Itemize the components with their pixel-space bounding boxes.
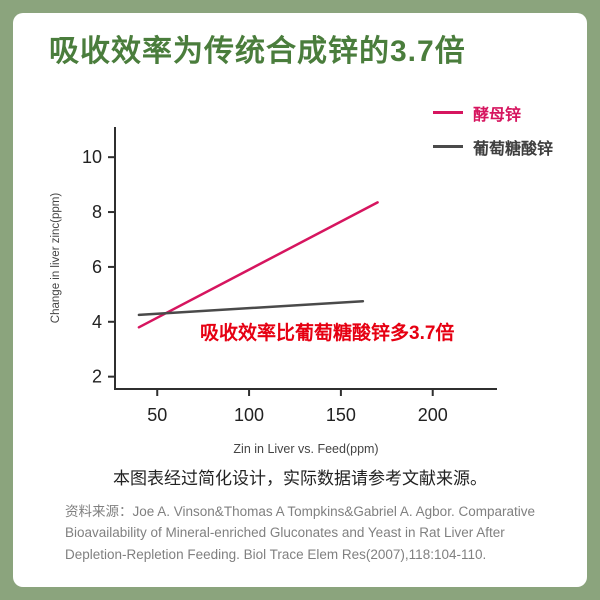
- infographic-card: 吸收效率为传统合成锌的3.7倍 酵母锌 葡萄糖酸锌 2 4 6 8 10 50 100 150…: [13, 13, 587, 587]
- source-label: 资料来源：: [65, 503, 133, 519]
- line-chart: 2 4 6 8 10 50 100 150 200 Zin in Liver vs. Feed(p…: [50, 126, 497, 456]
- svg-text:150: 150: [326, 405, 356, 425]
- source-text: Joe A. Vinson&Thomas A Tompkins&Gabriel …: [65, 503, 535, 562]
- chart-annotation: 吸收效率比葡萄糖酸锌多3.7倍: [200, 322, 455, 344]
- simplified-note: 本图表经过简化设计，实际数据请参考文献来源。: [113, 468, 487, 488]
- svg-text:50: 50: [147, 405, 167, 425]
- svg-text:2: 2: [92, 366, 102, 386]
- svg-text:10: 10: [82, 147, 102, 167]
- zinc-gluconate-line-swatch: [432, 145, 463, 148]
- svg-text:8: 8: [92, 202, 102, 222]
- svg-text:200: 200: [418, 405, 448, 425]
- source-citation: 资料来源：Joe A. Vinson&Thomas A Tompkins&Gab…: [13, 501, 587, 566]
- svg-text:100: 100: [234, 405, 264, 425]
- svg-text:4: 4: [92, 311, 102, 331]
- chart-area: 酵母锌 葡萄糖酸锌 2 4 6 8 10 50 100 150 200 Zin in Liver …: [13, 71, 587, 464]
- chart-legend: 酵母锌 葡萄糖酸锌: [432, 101, 553, 159]
- legend-label-yeast-zinc: 酵母锌: [472, 106, 521, 124]
- page-title: 吸收效率为传统合成锌的3.7倍: [49, 35, 466, 68]
- legend-item-zinc-gluconate: 葡萄糖酸锌: [432, 135, 553, 159]
- yeast-zinc-line-swatch: [432, 111, 463, 114]
- svg-text:6: 6: [92, 256, 102, 276]
- legend-item-yeast-zinc: 酵母锌: [432, 101, 553, 125]
- svg-text:Change in liver zinc(ppm): Change in liver zinc(ppm): [50, 192, 62, 323]
- legend-label-zinc-gluconate: 葡萄糖酸锌: [472, 140, 553, 158]
- svg-text:Zin in Liver vs. Feed(ppm): Zin in Liver vs. Feed(ppm): [233, 442, 378, 456]
